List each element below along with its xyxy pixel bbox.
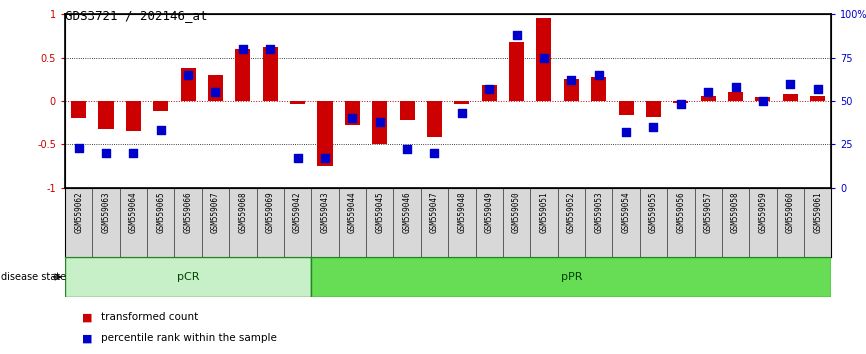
Point [619, 129, 633, 135]
Bar [646, 101, 661, 116]
Point [455, 110, 469, 116]
Bar [290, 101, 305, 104]
Point [154, 127, 168, 133]
Point [263, 46, 277, 52]
Point [701, 89, 715, 95]
Text: GSM559045: GSM559045 [375, 191, 385, 233]
Bar [126, 101, 141, 131]
Bar [427, 101, 442, 137]
Bar [673, 101, 688, 103]
Text: GSM559067: GSM559067 [211, 191, 220, 233]
Text: GSM559048: GSM559048 [457, 191, 466, 233]
Text: GSM559058: GSM559058 [731, 191, 740, 233]
Bar [262, 47, 278, 101]
Point [291, 155, 305, 161]
Text: GSM559047: GSM559047 [430, 191, 439, 233]
Text: GSM559065: GSM559065 [156, 191, 165, 233]
Bar [236, 49, 250, 101]
Point [756, 98, 770, 104]
Bar [99, 101, 113, 129]
Point [209, 89, 223, 95]
Text: GSM559066: GSM559066 [184, 191, 192, 233]
Point [346, 115, 359, 121]
Text: GSM559068: GSM559068 [238, 191, 248, 233]
Text: GSM559069: GSM559069 [266, 191, 275, 233]
Bar [372, 101, 387, 144]
Point [181, 72, 195, 78]
Text: GSM559049: GSM559049 [485, 191, 494, 233]
Point [99, 150, 113, 156]
Point [318, 155, 332, 161]
Point [400, 147, 414, 152]
Text: GSM559050: GSM559050 [512, 191, 521, 233]
Bar [591, 76, 606, 101]
Text: percentile rank within the sample: percentile rank within the sample [101, 333, 277, 343]
Text: GSM559054: GSM559054 [622, 191, 630, 233]
Point [126, 150, 140, 156]
Text: ■: ■ [82, 333, 93, 343]
Point [428, 150, 442, 156]
Point [236, 46, 249, 52]
Text: GSM559064: GSM559064 [129, 191, 138, 233]
Bar [509, 42, 524, 101]
Text: GSM559052: GSM559052 [567, 191, 576, 233]
Text: GSM559062: GSM559062 [74, 191, 83, 233]
Text: GSM559059: GSM559059 [759, 191, 767, 233]
Bar [65, 257, 311, 297]
Text: pCR: pCR [177, 272, 199, 282]
Bar [701, 96, 715, 101]
Bar [318, 101, 333, 166]
Point [565, 77, 578, 83]
Text: GDS3721 / 202146_at: GDS3721 / 202146_at [65, 9, 208, 22]
Point [72, 145, 86, 150]
Bar [618, 101, 634, 115]
Text: GSM559060: GSM559060 [785, 191, 795, 233]
Bar [311, 257, 831, 297]
Bar [455, 101, 469, 104]
Text: GSM559055: GSM559055 [649, 191, 658, 233]
Text: GSM559042: GSM559042 [293, 191, 302, 233]
Point [674, 102, 688, 107]
Bar [208, 75, 223, 101]
Bar [564, 79, 578, 101]
Text: transformed count: transformed count [101, 312, 198, 322]
Point [482, 86, 496, 92]
Text: pPR: pPR [560, 272, 582, 282]
Text: GSM559046: GSM559046 [403, 191, 411, 233]
Text: disease state: disease state [1, 272, 66, 282]
Point [510, 32, 524, 38]
Text: GSM559063: GSM559063 [101, 191, 111, 233]
Bar [783, 94, 798, 101]
Point [537, 55, 551, 60]
Point [728, 84, 742, 90]
Bar [345, 101, 360, 125]
Text: GSM559043: GSM559043 [320, 191, 329, 233]
Bar [181, 68, 196, 101]
Bar [481, 85, 497, 101]
Bar [71, 101, 86, 118]
Text: ■: ■ [82, 312, 93, 322]
Point [784, 81, 798, 86]
Text: GSM559051: GSM559051 [540, 191, 548, 233]
Bar [153, 101, 168, 111]
Point [811, 86, 824, 92]
Point [647, 124, 661, 130]
Text: GSM559057: GSM559057 [704, 191, 713, 233]
Point [372, 119, 386, 125]
Bar [755, 97, 771, 101]
Bar [536, 18, 552, 101]
Point [591, 72, 605, 78]
Text: GSM559056: GSM559056 [676, 191, 685, 233]
Text: GSM559053: GSM559053 [594, 191, 604, 233]
Text: GSM559044: GSM559044 [348, 191, 357, 233]
Bar [811, 96, 825, 101]
Bar [728, 92, 743, 101]
Text: GSM559061: GSM559061 [813, 191, 822, 233]
Bar [399, 101, 415, 120]
